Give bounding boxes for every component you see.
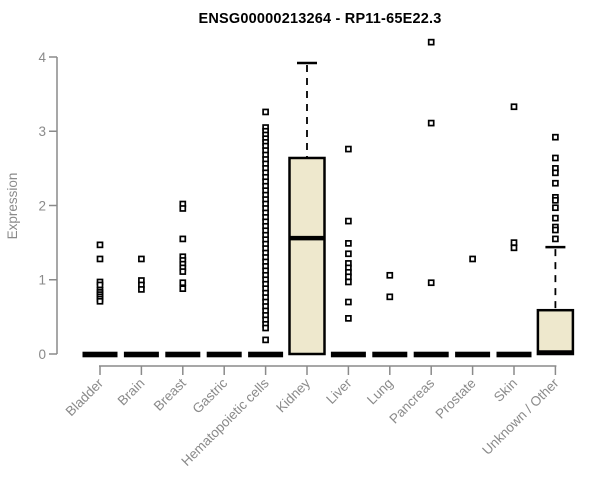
- y-tick-label: 4: [38, 50, 46, 65]
- x-tick-label: Breast: [151, 375, 189, 413]
- zero-box-bar: [248, 351, 284, 358]
- outlier-point: [345, 217, 352, 225]
- x-tick-label: Bladder: [63, 375, 107, 419]
- chart-title: ENSG00000213264 - RP11-65E22.3: [198, 11, 441, 27]
- outlier-point: [427, 119, 435, 127]
- x-tick-label: Gastric: [189, 375, 230, 416]
- outlier-point: [552, 196, 559, 204]
- y-tick-label: 2: [38, 198, 46, 213]
- outlier-point: [262, 324, 269, 332]
- zero-box-bar: [330, 351, 366, 358]
- outlier-point: [96, 241, 104, 249]
- outlier-point: [179, 235, 187, 243]
- outlier-point: [552, 226, 559, 234]
- x-tick-label: Brain: [115, 376, 148, 409]
- outlier-point: [552, 204, 559, 212]
- zero-box-bar: [455, 351, 491, 358]
- box: [536, 308, 575, 356]
- x-tick-label: Unknown / Other: [479, 375, 562, 458]
- outlier-point: [510, 239, 518, 246]
- x-tick-label: Liver: [323, 375, 355, 407]
- zero-box-bar: [165, 351, 201, 358]
- y-tick-label: 1: [38, 273, 46, 288]
- outlier-point: [179, 205, 187, 212]
- zero-box-bar: [372, 351, 408, 358]
- outlier-point: [469, 255, 476, 263]
- x-tick-label: Prostate: [433, 376, 479, 422]
- outlier-point: [96, 297, 104, 305]
- y-tick-label: 0: [38, 347, 46, 362]
- outlier-point: [552, 169, 559, 177]
- outlier-point: [179, 285, 187, 293]
- box: [288, 156, 326, 356]
- zero-box-bar: [82, 351, 118, 358]
- zero-box-bar: [123, 351, 159, 358]
- x-tick-label: Skin: [491, 376, 520, 405]
- x-tick-label: Pancreas: [386, 375, 437, 426]
- outlier-point: [345, 298, 352, 306]
- x-tick-label: Lung: [364, 376, 396, 408]
- outlier-point: [552, 154, 559, 162]
- y-tick-label: 3: [38, 124, 46, 139]
- zero-box-bar: [413, 351, 449, 358]
- outlier-point: [345, 273, 352, 281]
- outlier-point: [345, 250, 352, 258]
- zero-box-bar: [496, 351, 532, 358]
- outlier-point: [138, 255, 145, 263]
- outlier-point: [427, 38, 435, 46]
- outlier-point: [427, 279, 435, 287]
- outlier-point: [552, 133, 559, 141]
- x-tick-label: Kidney: [273, 375, 313, 415]
- zero-box-bar: [206, 351, 242, 358]
- outlier-point: [552, 179, 559, 187]
- outlier-point: [386, 271, 394, 279]
- outlier-point: [510, 244, 518, 252]
- outlier-point: [96, 281, 104, 289]
- outlier-point: [386, 293, 394, 301]
- outlier-point: [345, 278, 352, 286]
- outlier-point: [179, 268, 187, 275]
- outlier-point: [510, 103, 518, 111]
- outlier-point: [552, 235, 559, 243]
- outlier-point: [138, 286, 145, 293]
- outlier-point: [345, 145, 352, 153]
- outlier-point: [179, 279, 187, 287]
- outlier-point: [262, 336, 269, 344]
- outlier-point: [96, 255, 104, 263]
- outlier-point: [345, 240, 352, 247]
- outlier-point: [552, 214, 559, 222]
- outlier-point: [262, 108, 269, 116]
- y-axis-label: Expression: [5, 173, 20, 240]
- outlier-point: [345, 315, 352, 322]
